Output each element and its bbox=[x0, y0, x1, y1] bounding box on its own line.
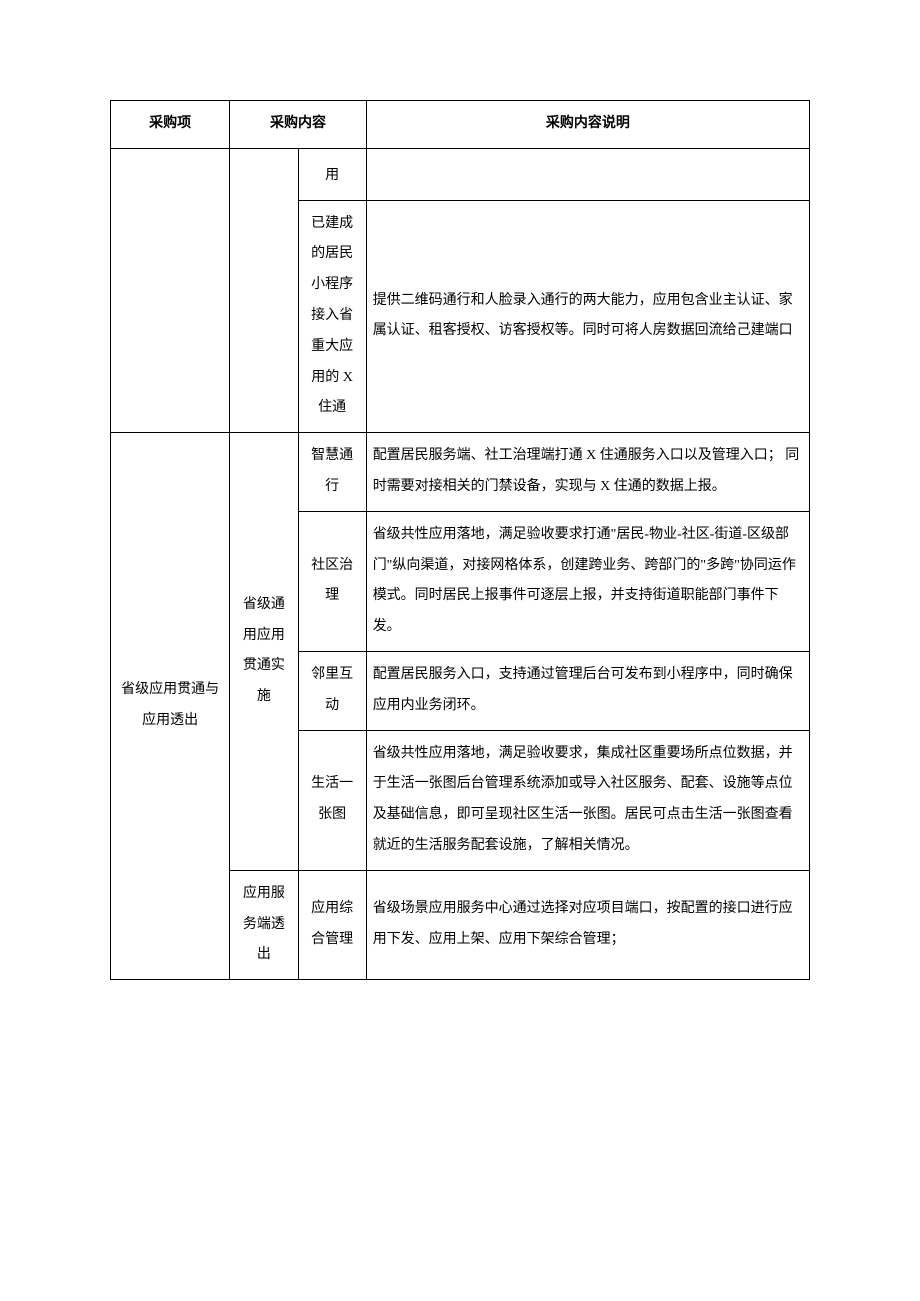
header-item: 采购项 bbox=[111, 101, 230, 149]
cell-description: 省级共性应用落地，满足验收要求，集成社区重要场所点位数据，并于生活一张图后台管理… bbox=[366, 730, 809, 870]
cell-description: 提供二维码通行和人脸录入通行的两大能力，应用包含业主认证、家属认证、租客授权、访… bbox=[366, 200, 809, 433]
cell-item-cont bbox=[111, 148, 230, 432]
cell-content-cat: 省级通用应用贯通实施 bbox=[230, 433, 298, 871]
procurement-table: 采购项 采购内容 采购内容说明 用 已建成的居民小程序接入省重大应用的 X 住通… bbox=[110, 100, 810, 980]
cell-content-sub: 用 bbox=[298, 148, 366, 200]
cell-content-sub: 智慧通行 bbox=[298, 433, 366, 512]
cell-description: 省级场景应用服务中心通过选择对应项目端口，按配置的接口进行应用下发、应用上架、应… bbox=[366, 870, 809, 979]
cell-description: 省级共性应用落地，满足验收要求打通"居民-物业-社区-街道-区级部门"纵向渠道，… bbox=[366, 511, 809, 651]
cell-content-sub: 邻里互动 bbox=[298, 651, 366, 730]
cell-content-cat-cont bbox=[230, 148, 298, 432]
cell-content-sub: 社区治理 bbox=[298, 511, 366, 651]
cell-content-sub: 应用综合管理 bbox=[298, 870, 366, 979]
cell-content-sub: 生活一张图 bbox=[298, 730, 366, 870]
cell-content-cat: 应用服务端透出 bbox=[230, 870, 298, 979]
cell-item: 省级应用贯通与应用透出 bbox=[111, 433, 230, 980]
cell-content-sub: 已建成的居民小程序接入省重大应用的 X 住通 bbox=[298, 200, 366, 433]
table-header-row: 采购项 采购内容 采购内容说明 bbox=[111, 101, 810, 149]
table-row: 省级应用贯通与应用透出 省级通用应用贯通实施 智慧通行 配置居民服务端、社工治理… bbox=[111, 433, 810, 512]
cell-description: 配置居民服务入口，支持通过管理后台可发布到小程序中，同时确保应用内业务闭环。 bbox=[366, 651, 809, 730]
cell-description: 配置居民服务端、社工治理端打通 X 住通服务入口以及管理入口； 同时需要对接相关… bbox=[366, 433, 809, 512]
cell-description bbox=[366, 148, 809, 200]
header-content: 采购内容 bbox=[230, 101, 366, 149]
header-description: 采购内容说明 bbox=[366, 101, 809, 149]
table-row: 用 bbox=[111, 148, 810, 200]
